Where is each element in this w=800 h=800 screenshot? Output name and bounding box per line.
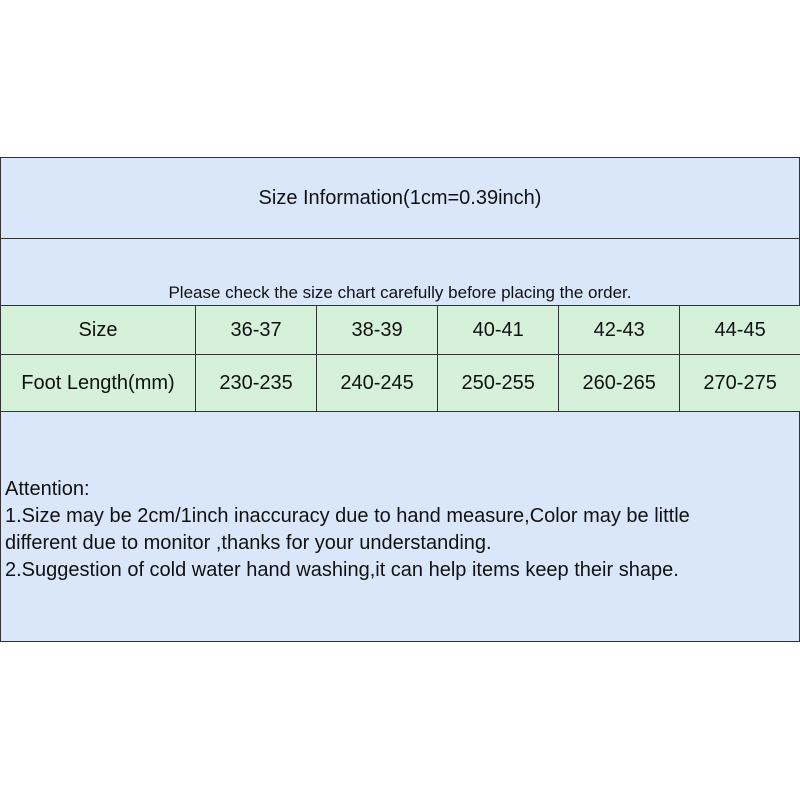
attention-line: 2.Suggestion of cold water hand washing,… bbox=[5, 559, 679, 581]
size-chart: Size Information(1cm=0.39inch) Please ch… bbox=[0, 157, 800, 642]
table-cell: 40-41 bbox=[437, 305, 560, 355]
attention-line: 1.Size may be 2cm/1inch inaccuracy due t… bbox=[5, 505, 690, 527]
table-row: Size 36-37 38-39 40-41 42-43 44-45 bbox=[1, 305, 800, 355]
size-table: Size 36-37 38-39 40-41 42-43 44-45 Foot … bbox=[1, 305, 800, 412]
attention-line: different due to monitor ,thanks for you… bbox=[5, 532, 492, 554]
table-cell: 38-39 bbox=[316, 305, 439, 355]
table-cell: 260-265 bbox=[558, 354, 681, 412]
row-label: Size bbox=[1, 305, 196, 355]
table-cell: 270-275 bbox=[679, 354, 800, 412]
table-cell: 240-245 bbox=[316, 354, 439, 412]
attention-section: Attention: 1.Size may be 2cm/1inch inacc… bbox=[5, 476, 690, 584]
table-cell: 44-45 bbox=[679, 305, 800, 355]
attention-heading: Attention: bbox=[5, 478, 90, 500]
table-cell: 36-37 bbox=[194, 305, 318, 355]
table-cell: 250-255 bbox=[437, 354, 560, 412]
row-label: Foot Length(mm) bbox=[1, 354, 196, 412]
table-cell: 42-43 bbox=[558, 305, 681, 355]
table-cell: 230-235 bbox=[194, 354, 318, 412]
chart-title: Size Information(1cm=0.39inch) bbox=[1, 158, 799, 239]
table-row: Foot Length(mm) 230-235 240-245 250-255 … bbox=[1, 354, 800, 412]
order-note: Please check the size chart carefully be… bbox=[168, 283, 632, 302]
